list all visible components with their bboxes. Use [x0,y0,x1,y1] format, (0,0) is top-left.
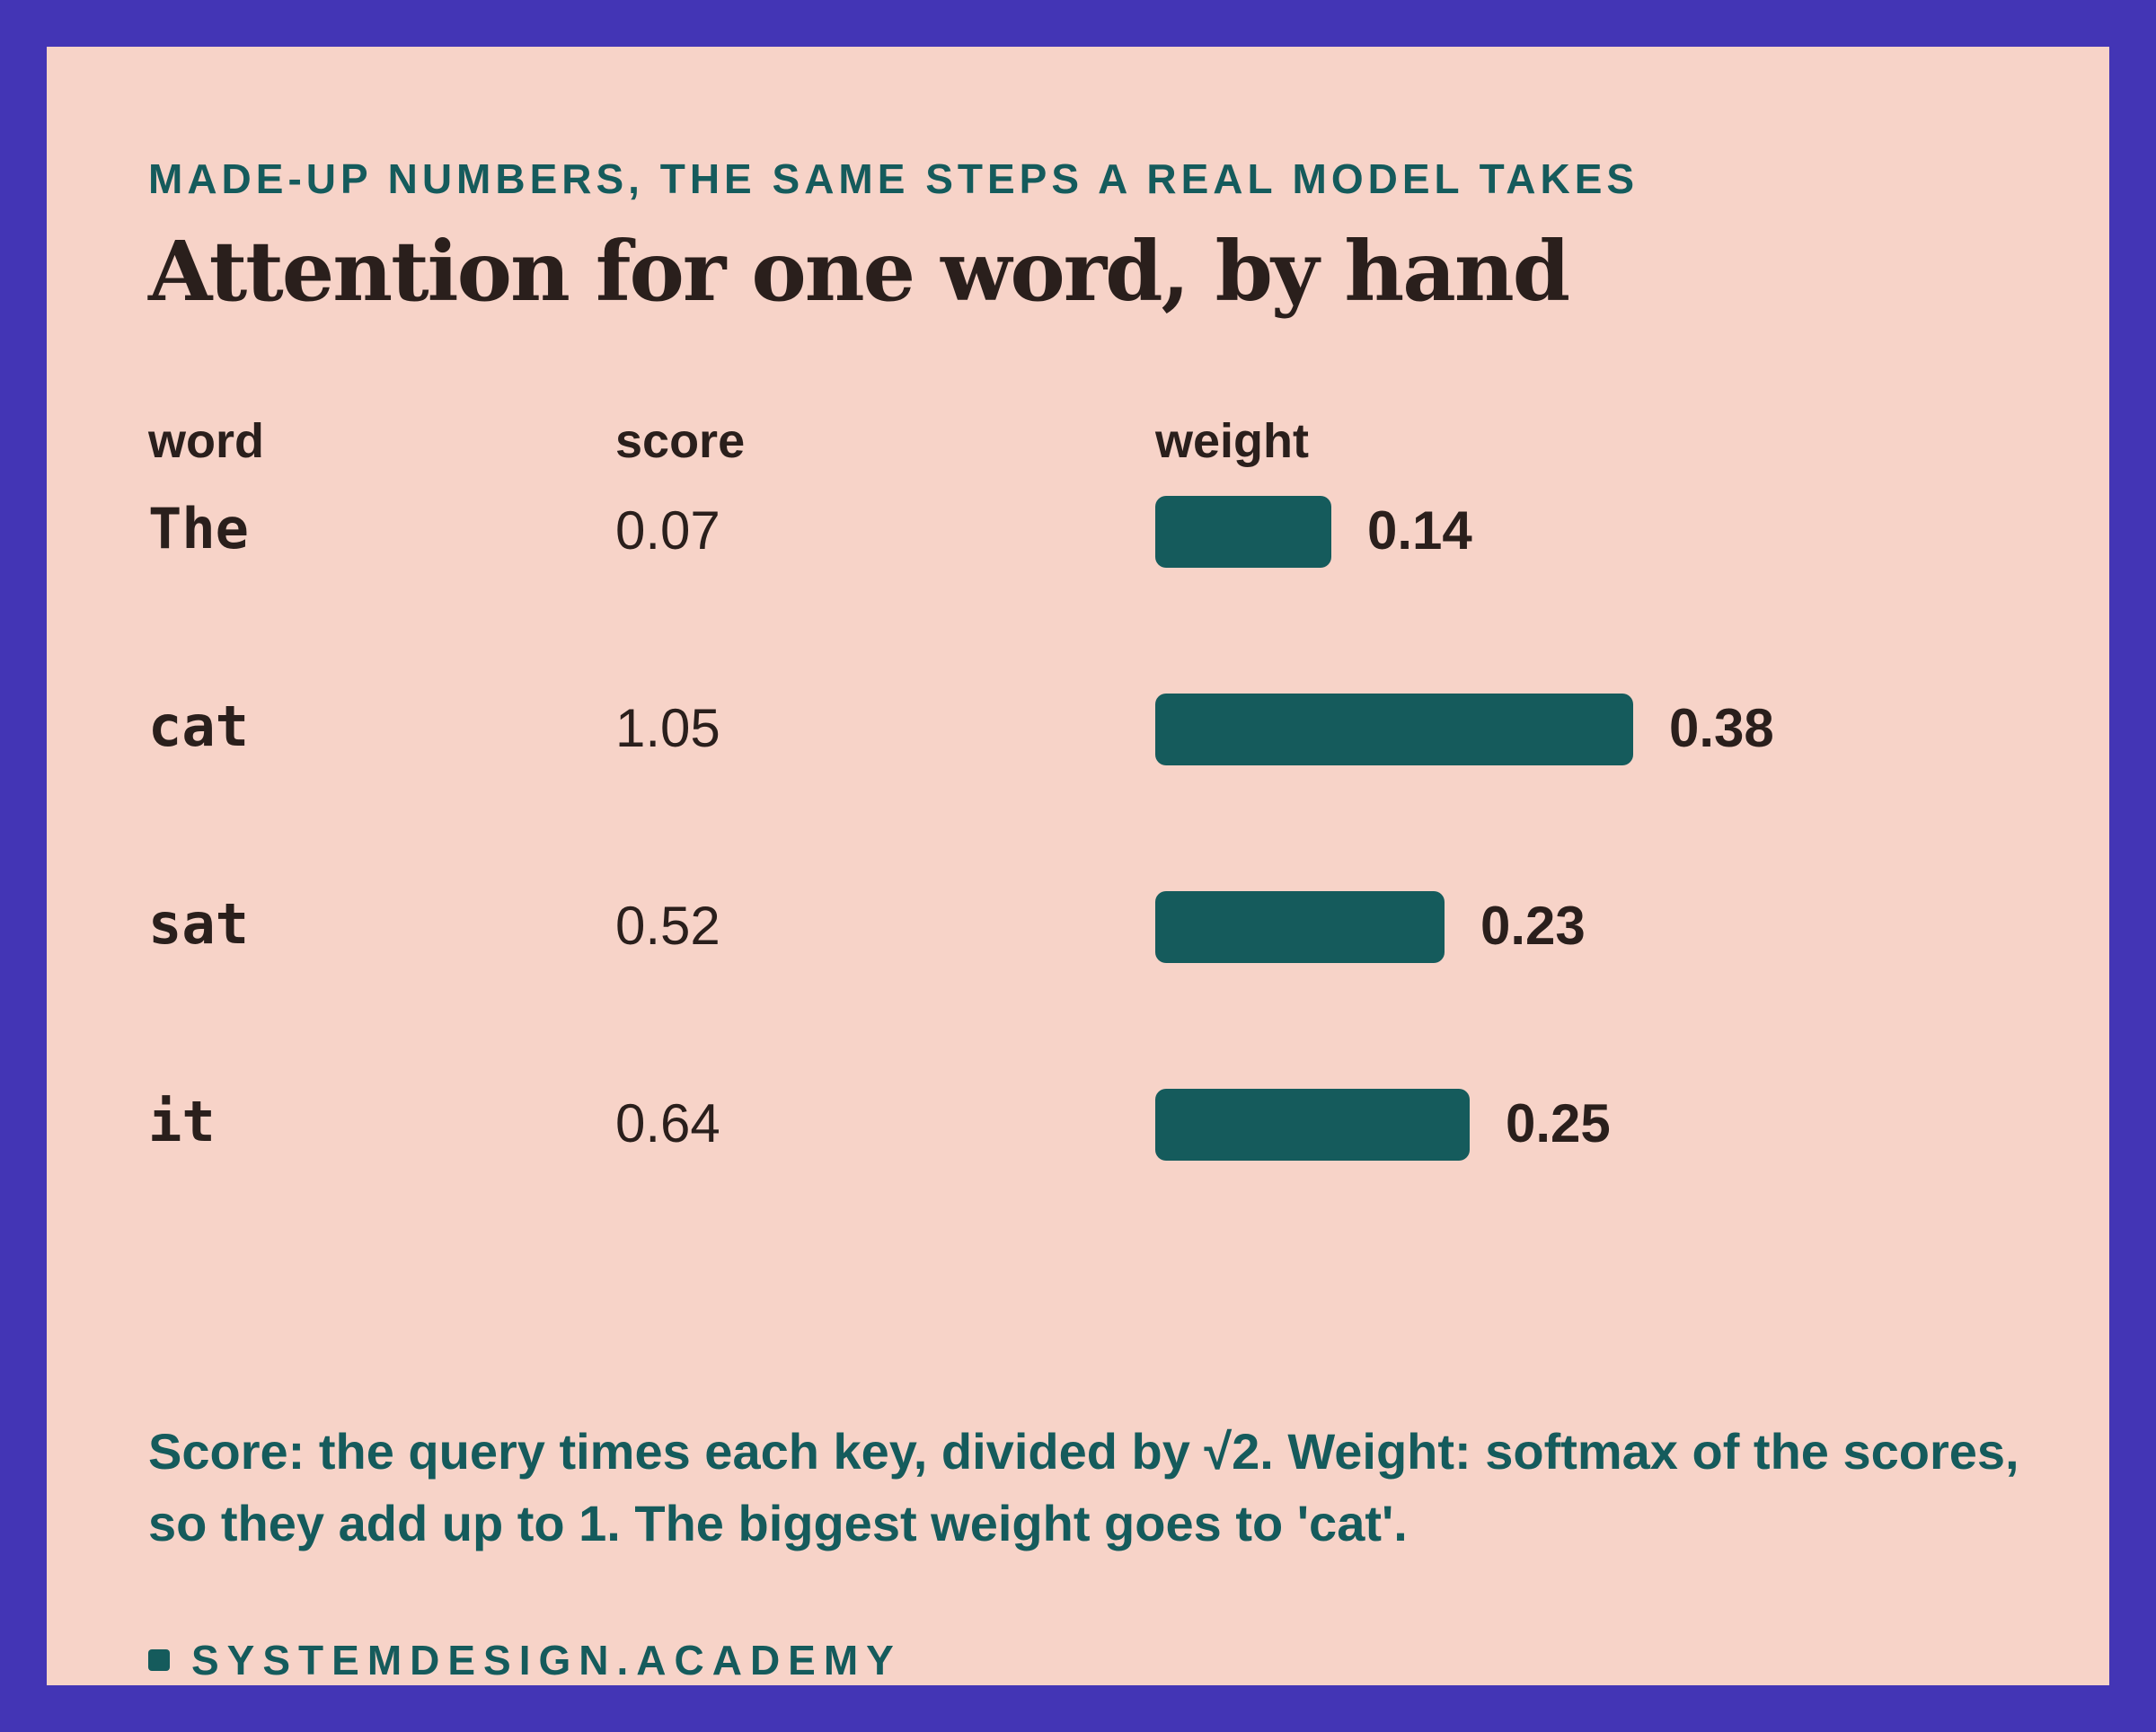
score-value: 0.07 [615,500,720,561]
weight-value-label: 0.38 [1669,698,1774,758]
column-header-score: score [615,414,746,468]
score-value: 1.05 [615,698,720,758]
weight-bar [1155,496,1331,568]
column-header-word: word [148,414,264,468]
brand-name: SYSTEMDESIGN.ACADEMY [191,1637,902,1683]
brand-square-icon [148,1649,170,1671]
word-label: cat [148,694,249,759]
weight-bar [1155,694,1633,765]
weight-bar [1155,891,1445,963]
weight-value-label: 0.25 [1506,1093,1611,1153]
score-value: 0.64 [615,1093,720,1153]
word-label: The [148,496,249,561]
weight-value-label: 0.23 [1480,896,1586,956]
weight-bar [1155,1089,1470,1161]
brand: SYSTEMDESIGN.ACADEMY [148,1633,902,1687]
column-header-weight: weight [1155,414,1309,468]
page-title: Attention for one word, by hand [148,223,1570,320]
score-value: 0.52 [615,896,720,956]
explanation-note: Score: the query times each key, divided… [148,1423,2019,1551]
weight-value-label: 0.14 [1367,500,1472,561]
word-label: it [148,1089,216,1154]
eyebrow-text: MADE-UP NUMBERS, THE SAME STEPS A REAL M… [148,155,1639,202]
word-label: sat [148,891,249,957]
card: MADE-UP NUMBERS, THE SAME STEPS A REAL M… [47,47,2109,1685]
